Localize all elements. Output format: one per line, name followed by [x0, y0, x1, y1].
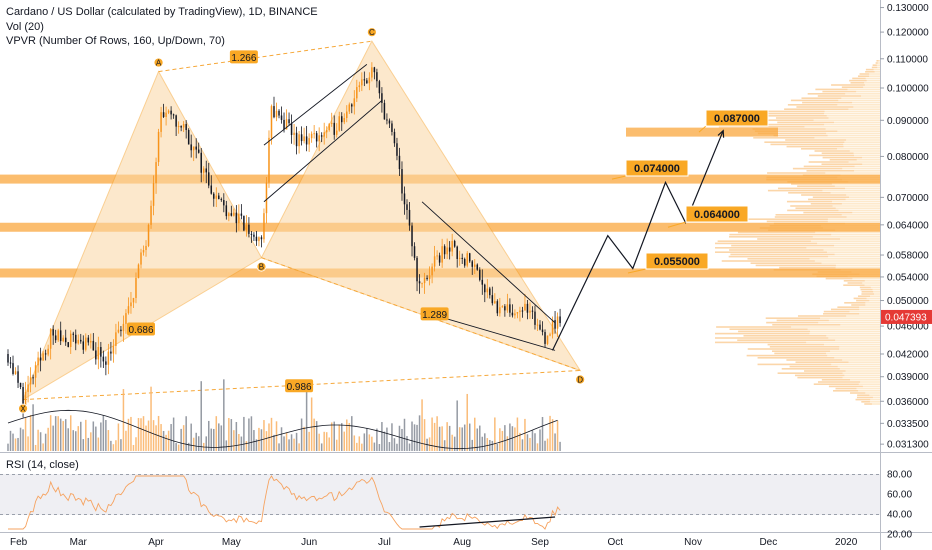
time-axis[interactable]: Feb Mar Apr May Jun Jul Aug Sep Oct Nov Dec 2020: [10, 537, 858, 548]
pattern-point-marker: [153, 57, 164, 68]
time-tick-label: Jul: [378, 537, 391, 548]
ratio-box: [229, 50, 258, 64]
pattern-point-marker: [256, 261, 267, 272]
volume-bars: [7, 379, 561, 451]
ratio-box: [127, 322, 155, 336]
volume-legend: Vol (20): [6, 21, 44, 33]
xd-line: [23, 369, 581, 401]
rsi-axis[interactable]: 80.00 60.00 40.00 20.00: [887, 470, 912, 541]
time-tick-label: 2020: [835, 537, 858, 548]
last-price-label: 0.047393: [885, 312, 927, 323]
time-tick-label: Apr: [148, 537, 164, 548]
target-box: [645, 252, 709, 270]
pattern-point-label: B: [259, 263, 264, 272]
target-price-label: 0.087000: [714, 113, 760, 125]
pattern-point-label: X: [20, 405, 26, 414]
trend-lines: [263, 64, 556, 351]
time-tick-label: Dec: [759, 537, 777, 548]
rsi-tick-label: 20.00: [887, 530, 912, 541]
pattern-point-label: C: [369, 28, 375, 37]
price-tick-label: 0.110000: [887, 54, 928, 65]
ratio-box: [420, 307, 449, 321]
rsi-tick-label: 60.00: [887, 490, 912, 501]
ratio-label: 1.266: [231, 53, 256, 64]
rsi-divergence-line: [419, 516, 556, 528]
ratio-label: 0.686: [128, 325, 153, 336]
price-tick-label: 0.054000: [887, 272, 929, 283]
price-tick-label: 0.090000: [887, 116, 929, 127]
chart-title: Cardano / US Dollar (calculated by Tradi…: [6, 6, 318, 18]
target-labels: 0.087000 0.074000 0.064000 0.055000: [611, 109, 769, 274]
falling-wedge-bottom: [426, 312, 556, 351]
pattern-point-labels: X A B C D 1.266 0.686 1.289 0.986: [18, 27, 586, 414]
ac-line: [158, 40, 372, 73]
falling-wedge-top: [421, 201, 556, 324]
price-tick-label: 0.036000: [887, 397, 929, 408]
last-price-tag: [881, 309, 932, 324]
ratio-label: 1.289: [422, 310, 447, 321]
candlesticks: [7, 62, 561, 418]
time-tick-label: Aug: [453, 537, 471, 548]
time-tick-label: Nov: [684, 537, 702, 548]
target-price-label: 0.074000: [634, 163, 680, 175]
price-tick-label: 0.064000: [887, 220, 929, 231]
price-tick-label: 0.046000: [887, 322, 929, 333]
price-tick-label: 0.070000: [887, 193, 929, 204]
price-tick-label: 0.033500: [887, 419, 929, 430]
time-tick-label: Mar: [70, 537, 88, 548]
time-tick-label: Jun: [301, 537, 317, 548]
price-tick-label: 0.100000: [887, 84, 929, 95]
price-tick-label: 0.039000: [887, 372, 929, 383]
rsi-tick-label: 80.00: [887, 470, 912, 481]
pattern-point-marker: [575, 374, 586, 385]
rising-channel-bottom: [263, 100, 383, 203]
time-tick-label: Oct: [608, 537, 624, 548]
price-tick-label: 0.050000: [887, 296, 929, 307]
target-box: [625, 159, 689, 177]
price-tick-label: 0.120000: [887, 28, 929, 39]
price-axis[interactable]: 0.130000 0.120000 0.110000 0.100000 0.090000…: [880, 3, 932, 451]
rsi-tick-label: 40.00: [887, 510, 912, 521]
target-box: [685, 205, 749, 223]
volume-profile: [715, 60, 880, 405]
target-leader: [698, 125, 707, 133]
target-leader: [611, 175, 627, 180]
target-price-label: 0.055000: [654, 256, 700, 268]
price-tick-label: 0.031300: [887, 440, 929, 451]
price-tick-label: 0.080000: [887, 152, 929, 163]
price-tick-label: 0.130000: [887, 3, 929, 14]
target-box: [705, 109, 769, 127]
rsi-band: [0, 474, 880, 515]
time-tick-label: May: [222, 537, 241, 548]
ratio-box: [285, 379, 314, 393]
target-leader: [627, 268, 647, 274]
zone-band: [626, 127, 778, 137]
rsi-legend: RSI (14, close): [6, 459, 79, 471]
price-tick-label: 0.042000: [887, 350, 929, 361]
projection-arrowhead: [717, 129, 725, 138]
pattern-point-label: D: [577, 375, 583, 384]
rsi-indicator: [8, 475, 561, 530]
vpvr-legend: VPVR (Number Of Rows, 160, Up/Down, 70): [6, 35, 225, 47]
time-tick-label: Sep: [531, 537, 549, 548]
target-leader: [667, 221, 687, 228]
price-tick-label: 0.058000: [887, 251, 929, 262]
rising-channel-top: [263, 64, 368, 146]
time-tick-label: Feb: [10, 537, 28, 548]
pattern-point-marker: [366, 27, 377, 38]
pattern-point-label: A: [156, 59, 162, 68]
volume-ma-line: [7, 409, 558, 450]
ratio-label: 0.986: [287, 382, 312, 393]
target-price-label: 0.064000: [694, 209, 740, 221]
pattern-point-marker: [18, 403, 28, 414]
rsi-line: [8, 475, 561, 530]
